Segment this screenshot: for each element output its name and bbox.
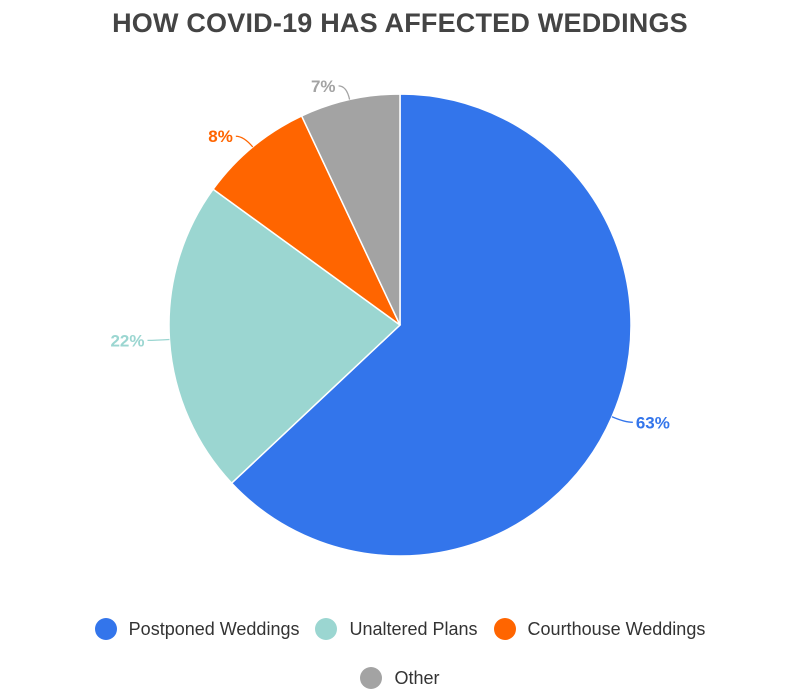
legend-label-courthouse-weddings: Courthouse Weddings	[527, 618, 706, 639]
pie-slice-unaltered-plans[interactable]	[168, 188, 402, 485]
legend-row-1: Postponed Weddings Unaltered Plans Court…	[0, 618, 800, 640]
pie-slice-postponed-weddings[interactable]	[230, 93, 632, 557]
data-label-postponed-weddings: 63%	[636, 413, 670, 432]
pie-slice-other[interactable]	[300, 93, 401, 326]
legend-item-courthouse-weddings[interactable]: Courthouse Weddings	[493, 618, 706, 640]
legend-label-other: Other	[394, 667, 440, 688]
leader-line-unaltered-plans	[147, 338, 170, 342]
legend-swatch-other	[360, 667, 383, 689]
leader-line-postponed-weddings	[611, 416, 633, 423]
data-label-unaltered-plans: 22%	[110, 331, 144, 350]
chart-title: HOW COVID-19 HAS AFFECTED WEDDINGS	[112, 8, 688, 38]
legend-label-unaltered-plans: Unaltered Plans	[349, 618, 478, 639]
legend-item-postponed-weddings[interactable]: Postponed Weddings	[94, 618, 300, 640]
leader-line-other	[338, 85, 351, 100]
data-label-other: 7%	[311, 77, 336, 96]
legend-item-unaltered-plans[interactable]: Unaltered Plans	[315, 618, 478, 640]
legend-swatch-unaltered-plans	[315, 618, 338, 640]
legend-swatch-postponed-weddings	[94, 618, 117, 640]
data-label-courthouse-weddings: 8%	[208, 127, 233, 146]
legend-item-other[interactable]: Other	[360, 667, 440, 689]
legend-row-2: Other	[0, 667, 800, 689]
pie-slice-courthouse-weddings[interactable]	[212, 114, 401, 326]
legend-swatch-courthouse-weddings	[493, 618, 516, 640]
legend-label-postponed-weddings: Postponed Weddings	[128, 618, 300, 639]
leader-line-courthouse-weddings	[235, 135, 254, 148]
